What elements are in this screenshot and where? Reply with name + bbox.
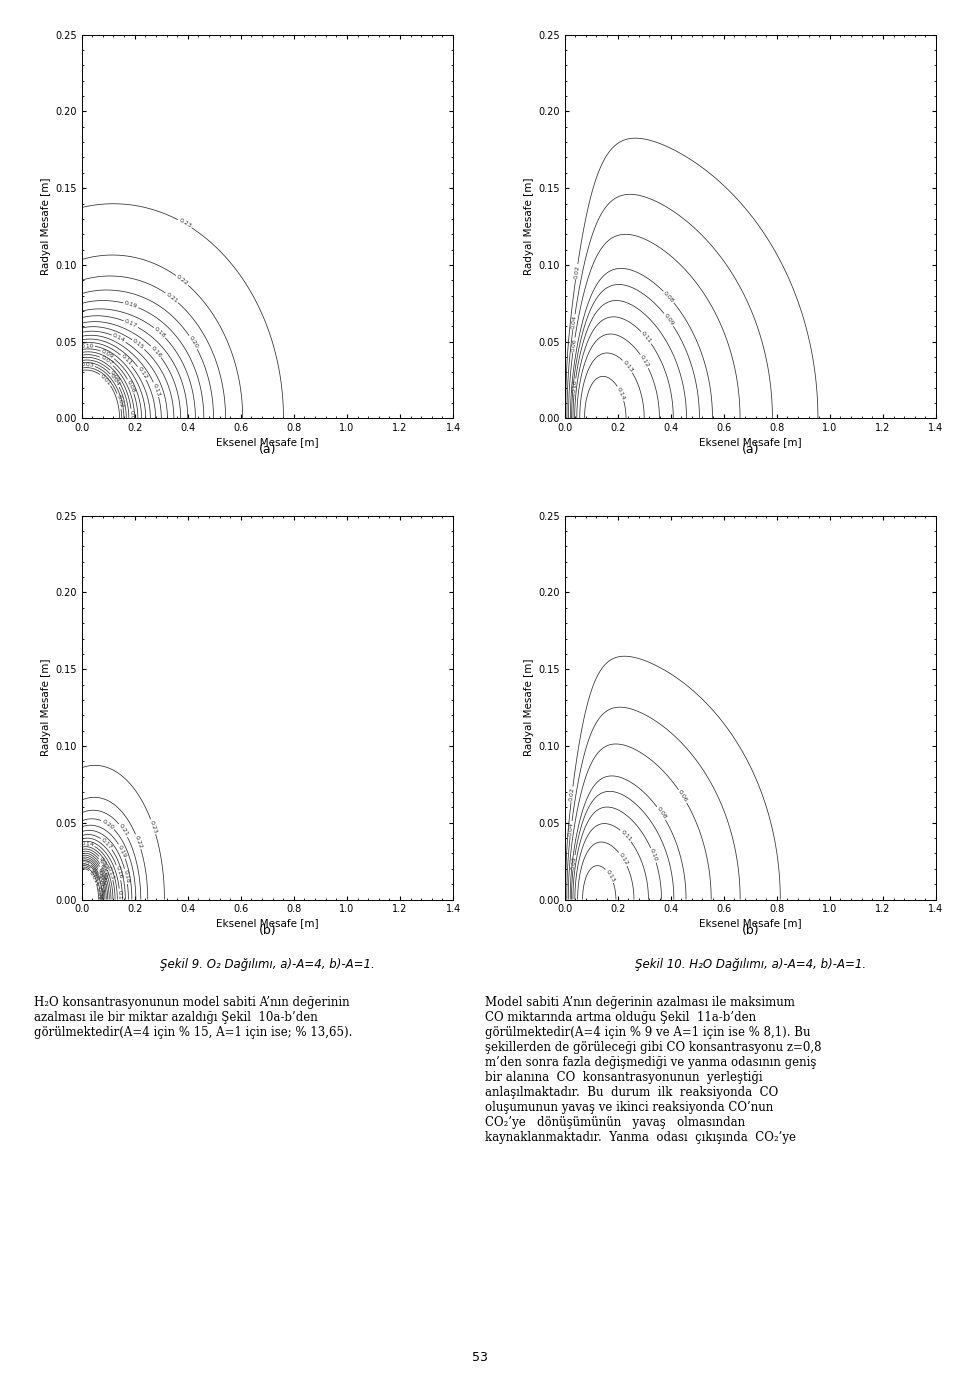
Text: 0.13: 0.13 (152, 382, 161, 397)
Text: 0.12: 0.12 (639, 355, 650, 368)
Text: 0.11: 0.11 (120, 353, 132, 367)
Text: 0.11: 0.11 (619, 830, 633, 842)
Text: 0.04: 0.04 (109, 373, 121, 388)
Text: 0.11: 0.11 (98, 859, 108, 873)
Text: 0.14: 0.14 (616, 386, 626, 400)
Text: 0.01: 0.01 (99, 373, 112, 386)
Text: 0.04: 0.04 (570, 314, 577, 330)
Text: Şekil 10. H₂O Dağılımı, a)-A=4, b)-A=1.: Şekil 10. H₂O Dağılımı, a)-A=4, b)-A=1. (635, 957, 866, 971)
Text: 0.07: 0.07 (100, 355, 114, 367)
Text: 0.20: 0.20 (187, 335, 199, 349)
Text: 0.10: 0.10 (571, 379, 578, 393)
Text: 0.13: 0.13 (622, 359, 634, 373)
Text: 0.19: 0.19 (117, 843, 128, 859)
Text: 0.21: 0.21 (118, 823, 130, 838)
Text: 0.19: 0.19 (124, 301, 138, 309)
Text: (b): (b) (741, 924, 759, 938)
Text: 0.12: 0.12 (136, 366, 148, 381)
Text: 0.02: 0.02 (96, 886, 103, 900)
Text: 0.02: 0.02 (573, 265, 580, 278)
Text: 0.13: 0.13 (605, 868, 615, 882)
Text: 0.21: 0.21 (165, 291, 179, 303)
Text: 0.02: 0.02 (115, 393, 124, 409)
X-axis label: Eksenel Mesafe [m]: Eksenel Mesafe [m] (216, 918, 319, 928)
X-axis label: Eksenel Mesafe [m]: Eksenel Mesafe [m] (216, 438, 319, 447)
Text: 0.12: 0.12 (98, 856, 109, 870)
Text: Şekil 9. O₂ Dağılımı, a)-A=4, b)-A=1.: Şekil 9. O₂ Dağılımı, a)-A=4, b)-A=1. (160, 957, 374, 971)
Text: 0.17: 0.17 (124, 319, 138, 330)
Text: 0.20: 0.20 (101, 819, 115, 830)
Text: 0.16: 0.16 (114, 866, 123, 879)
Y-axis label: Radyal Mesafe [m]: Radyal Mesafe [m] (41, 659, 51, 756)
Text: 0.10: 0.10 (99, 863, 108, 878)
Text: 0.02: 0.02 (568, 787, 575, 802)
Text: H₂O konsantrasyonunun model sabiti A’nın değerinin
azalması ile bir miktar azald: H₂O konsantrasyonunun model sabiti A’nın… (34, 996, 352, 1040)
Text: 53: 53 (472, 1352, 488, 1364)
Text: (b): (b) (258, 924, 276, 938)
Text: 0.14: 0.14 (111, 332, 126, 343)
Text: 0.06: 0.06 (677, 789, 688, 803)
X-axis label: Eksenel Mesafe [m]: Eksenel Mesafe [m] (699, 918, 802, 928)
Text: 0.05: 0.05 (76, 859, 90, 866)
Text: 0.23: 0.23 (178, 217, 192, 230)
Text: 0.08: 0.08 (656, 806, 667, 820)
Text: 0.09: 0.09 (662, 313, 675, 327)
Text: 0.09: 0.09 (101, 349, 115, 360)
X-axis label: Eksenel Mesafe [m]: Eksenel Mesafe [m] (699, 438, 802, 447)
Text: (a): (a) (741, 443, 759, 457)
Text: 0.17: 0.17 (100, 837, 113, 850)
Text: 0.22: 0.22 (133, 834, 143, 849)
Text: 0.22: 0.22 (175, 274, 189, 287)
Text: 0.06: 0.06 (97, 873, 106, 888)
Text: 0.06: 0.06 (129, 410, 134, 424)
Text: 0.23: 0.23 (149, 820, 157, 834)
Text: 0.08: 0.08 (126, 379, 136, 393)
Text: 0.01: 0.01 (88, 870, 99, 884)
Text: 0.11: 0.11 (640, 331, 653, 345)
Text: (a): (a) (258, 443, 276, 457)
Y-axis label: Radyal Mesafe [m]: Radyal Mesafe [m] (524, 177, 534, 276)
Text: 0.03: 0.03 (81, 363, 94, 368)
Text: 0.15: 0.15 (132, 338, 145, 350)
Text: 0.06: 0.06 (570, 338, 577, 352)
Text: 0.04: 0.04 (567, 821, 574, 837)
Text: 0.14: 0.14 (80, 841, 94, 848)
Y-axis label: Radyal Mesafe [m]: Radyal Mesafe [m] (524, 659, 534, 756)
Text: 0.09: 0.09 (570, 856, 577, 870)
Text: 0.09: 0.09 (98, 866, 108, 881)
Text: 0.05: 0.05 (109, 368, 121, 382)
Y-axis label: Radyal Mesafe [m]: Radyal Mesafe [m] (41, 177, 51, 276)
Text: 0.18: 0.18 (123, 870, 130, 884)
Text: 0.12: 0.12 (617, 852, 629, 866)
Text: Model sabiti A’nın değerinin azalması ile maksimum
CO miktarında artma olduğu Şe: Model sabiti A’nın değerinin azalması il… (485, 996, 822, 1144)
Text: 0.03: 0.03 (89, 867, 101, 882)
Text: 0.07: 0.07 (96, 870, 106, 884)
Text: 0.13: 0.13 (106, 866, 115, 879)
Text: 0.16: 0.16 (150, 345, 162, 359)
Text: 0.10: 0.10 (81, 343, 94, 349)
Text: 0.15: 0.15 (117, 889, 123, 903)
Text: 0.08: 0.08 (662, 291, 675, 303)
Text: 0.08: 0.08 (97, 867, 107, 882)
Text: 0.04: 0.04 (96, 879, 104, 893)
Text: 0.10: 0.10 (649, 848, 659, 863)
Text: 0.18: 0.18 (153, 327, 166, 339)
